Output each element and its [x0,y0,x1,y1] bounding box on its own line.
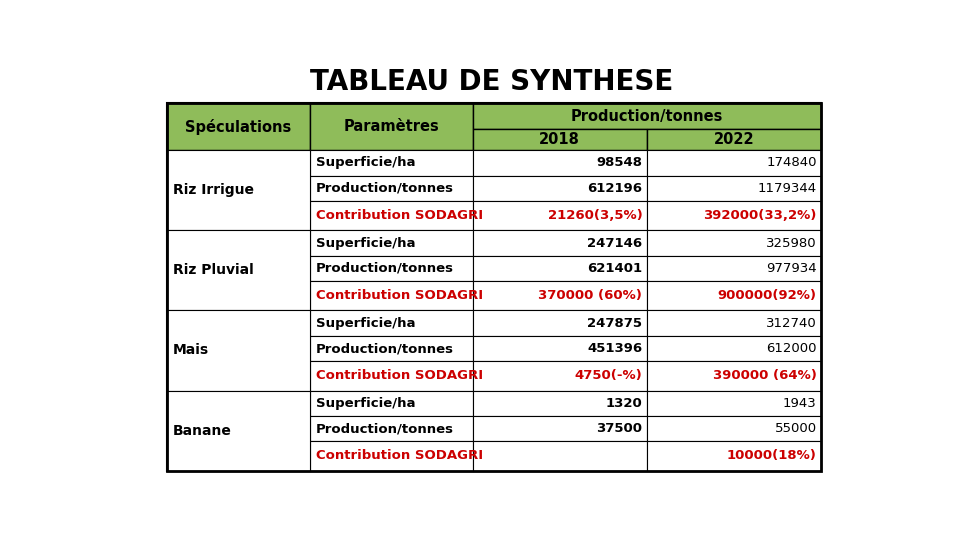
Text: Contribution SODAGRI: Contribution SODAGRI [316,369,483,382]
Text: Riz Pluvial: Riz Pluvial [173,264,253,278]
Text: 2018: 2018 [540,132,580,147]
Bar [310,150,472,176]
Text: 621401: 621401 [588,262,642,275]
Bar [647,441,822,470]
Text: 98548: 98548 [596,157,642,170]
Text: 247875: 247875 [588,316,642,329]
Text: Production/tonnes: Production/tonnes [316,422,454,435]
Bar [647,231,822,256]
Bar [647,150,822,176]
Text: 4750(-%): 4750(-%) [575,369,642,382]
Bar [166,310,310,390]
Bar [310,281,472,310]
Text: 1943: 1943 [783,397,817,410]
Bar [166,103,822,470]
Bar [647,390,822,416]
Text: Contribution SODAGRI: Contribution SODAGRI [316,209,483,222]
Text: Riz Irrigue: Riz Irrigue [173,183,253,197]
Text: 10000(18%): 10000(18%) [727,449,817,462]
Text: Spéculations: Spéculations [185,119,291,135]
Text: 900000(92%): 900000(92%) [718,289,817,302]
Bar [310,336,472,361]
Text: 977934: 977934 [766,262,817,275]
Bar [472,256,647,281]
Bar [472,201,647,231]
Bar [647,416,822,441]
Bar [472,281,647,310]
Bar [647,361,822,390]
Text: 612196: 612196 [588,182,642,195]
Text: 1179344: 1179344 [757,182,817,195]
Text: 390000 (64%): 390000 (64%) [713,369,817,382]
Text: 612000: 612000 [766,342,817,355]
Bar [310,176,472,201]
Bar [310,416,472,441]
Text: TABLEAU DE SYNTHESE: TABLEAU DE SYNTHESE [310,68,674,96]
Text: 325980: 325980 [766,237,817,249]
Bar [310,103,472,150]
Bar [472,231,647,256]
Bar [166,103,822,470]
Bar [647,336,822,361]
Text: 312740: 312740 [766,316,817,329]
Text: 2022: 2022 [714,132,755,147]
Text: Production/tonnes: Production/tonnes [316,342,454,355]
Text: 21260(3,5%): 21260(3,5%) [547,209,642,222]
Bar [647,310,822,336]
Bar [472,416,647,441]
Bar [472,441,647,470]
Bar [472,150,647,176]
Text: 55000: 55000 [775,422,817,435]
Bar [472,129,647,150]
Text: 1320: 1320 [606,397,642,410]
Bar [166,231,310,310]
Text: Superficie/ha: Superficie/ha [316,316,416,329]
Bar [310,201,472,231]
Text: 451396: 451396 [588,342,642,355]
Text: Contribution SODAGRI: Contribution SODAGRI [316,289,483,302]
Text: Banane: Banane [173,423,231,437]
Bar [166,150,310,231]
Bar [472,176,647,201]
Bar [472,103,822,129]
Bar [472,336,647,361]
Bar [472,390,647,416]
Bar [310,441,472,470]
Bar [310,256,472,281]
Bar [647,176,822,201]
Bar [472,310,647,336]
Text: Paramètres: Paramètres [344,119,439,134]
Text: 37500: 37500 [596,422,642,435]
Bar [310,310,472,336]
Text: 174840: 174840 [766,157,817,170]
Text: Contribution SODAGRI: Contribution SODAGRI [316,449,483,462]
Bar [647,281,822,310]
Text: 370000 (60%): 370000 (60%) [539,289,642,302]
Bar [647,256,822,281]
Bar [310,361,472,390]
Text: Superficie/ha: Superficie/ha [316,397,416,410]
Bar [310,231,472,256]
Text: Superficie/ha: Superficie/ha [316,237,416,249]
Text: Mais: Mais [173,343,209,357]
Bar [310,390,472,416]
Bar [647,201,822,231]
Text: Superficie/ha: Superficie/ha [316,157,416,170]
Bar [472,361,647,390]
Text: 392000(33,2%): 392000(33,2%) [704,209,817,222]
Text: 247146: 247146 [588,237,642,249]
Text: Production/tonnes: Production/tonnes [316,262,454,275]
Bar [647,129,822,150]
Bar [166,390,310,470]
Text: Production/tonnes: Production/tonnes [316,182,454,195]
Text: Production/tonnes: Production/tonnes [571,109,723,124]
Bar [166,103,310,150]
